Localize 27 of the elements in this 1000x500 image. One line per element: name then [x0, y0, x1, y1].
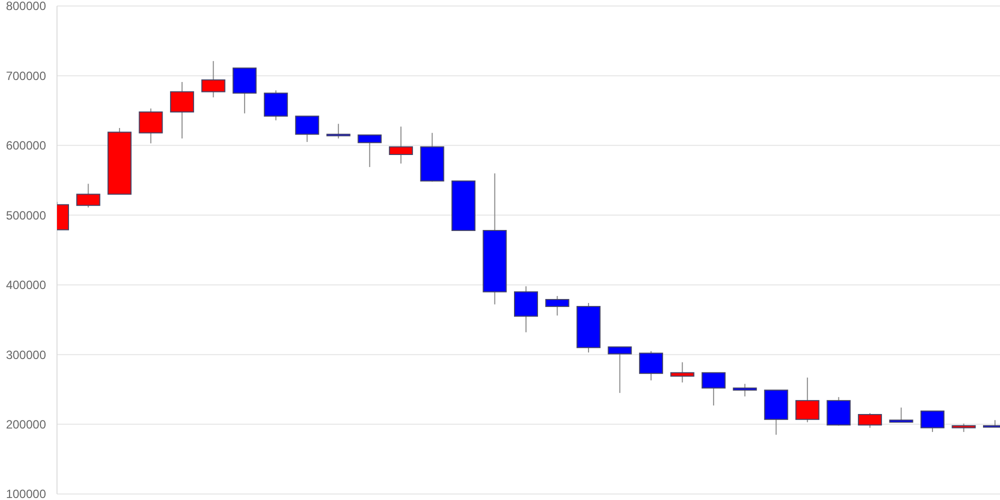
- candlestick: [138, 108, 163, 144]
- y-tick-label: 500000: [6, 208, 46, 222]
- candlestick: [76, 183, 100, 208]
- y-tick-label: 300000: [6, 348, 46, 362]
- y-tick-label: 400000: [6, 278, 46, 292]
- candlestick: [545, 296, 570, 316]
- candlestick: [295, 116, 320, 142]
- candlestick: [608, 346, 632, 394]
- candlestick: [264, 90, 288, 121]
- candlestick: [702, 372, 726, 406]
- candlestick: [858, 412, 882, 428]
- candlestick: [920, 410, 944, 432]
- candlestick: [201, 60, 226, 98]
- y-tick-label: 800000: [6, 0, 46, 14]
- y-tick-label: 700000: [6, 68, 46, 83]
- y-tick-label: 200000: [6, 417, 46, 432]
- candlestick: [732, 383, 757, 397]
- candlestick: [170, 81, 194, 139]
- candlestick: [889, 407, 914, 423]
- y-tick-label: 100000: [6, 487, 46, 500]
- candlestick: [639, 350, 664, 381]
- candlestick: [670, 362, 694, 383]
- y-tick-label: 600000: [6, 138, 46, 153]
- candlestick: [795, 377, 820, 423]
- candlestick: [358, 134, 382, 168]
- candlestick: [388, 126, 413, 164]
- candlestick: [326, 123, 350, 139]
